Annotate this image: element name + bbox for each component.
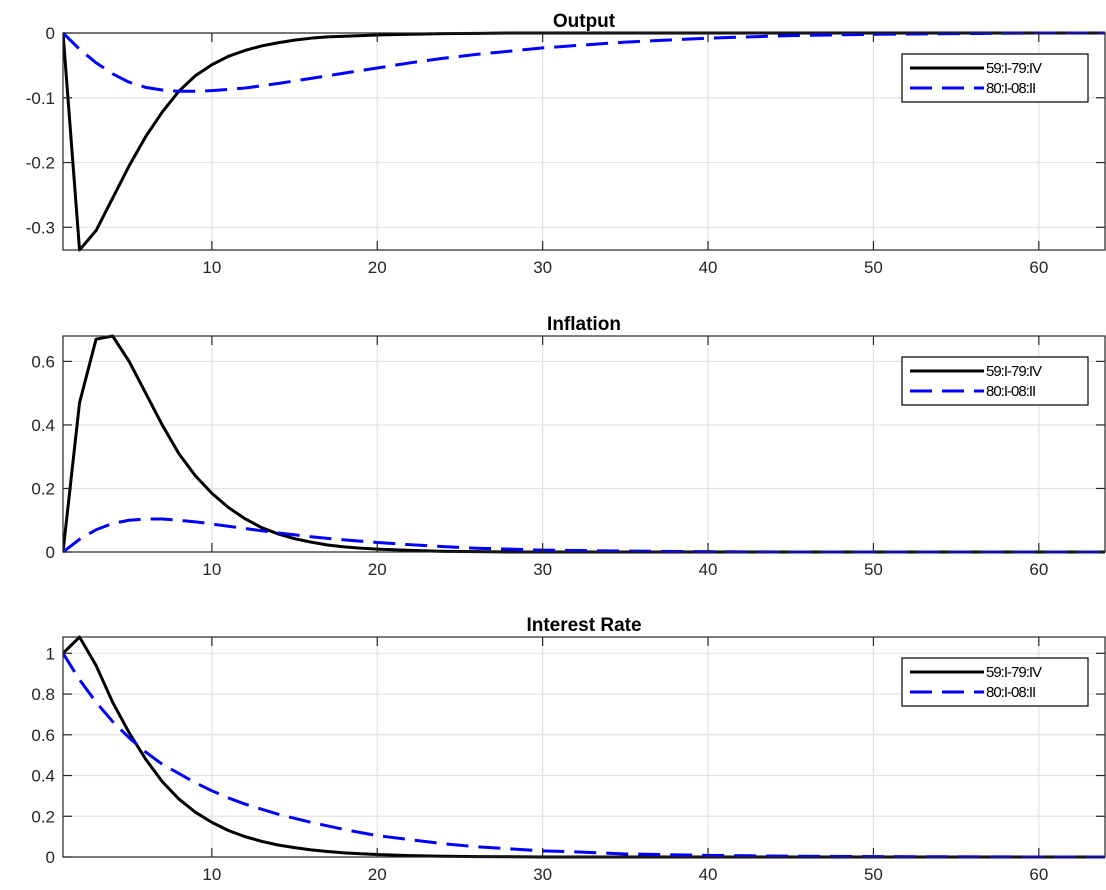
x-tick-label: 50: [864, 560, 883, 579]
y-tick-label: 0.4: [31, 767, 55, 786]
chart-title: Interest Rate: [526, 615, 641, 636]
x-tick-label: 60: [1029, 865, 1048, 884]
y-tick-label: 1: [46, 644, 55, 663]
legend: 59:I-79:IV 80:I-08:II: [901, 53, 1089, 103]
x-tick-label: 40: [699, 865, 718, 884]
y-tick-label: 0: [46, 543, 55, 562]
y-tick-label: 0.6: [31, 726, 55, 745]
x-tick-label: 40: [699, 258, 718, 277]
x-tick-label: 50: [864, 865, 883, 884]
x-tick-label: 60: [1029, 258, 1048, 277]
legend: 59:I-79:IV 80:I-08:II: [901, 657, 1089, 707]
legend-box: [901, 657, 1089, 707]
legend-label: 59:I-79:IV: [986, 664, 1042, 681]
legend-label: 59:I-79:IV: [986, 363, 1042, 380]
x-tick-label: 30: [533, 258, 552, 277]
x-tick-label: 20: [368, 865, 387, 884]
legend-label: 80:I-08:II: [986, 383, 1035, 400]
axes-box: [62, 636, 1106, 858]
chart-panel-2: 10 20 30 40 50 60 0 0.2 0.4 0.6 Inflation 59:I-79:I…: [31, 314, 1106, 579]
legend-box: [901, 356, 1089, 406]
y-tick-label: -0.1: [26, 89, 55, 108]
y-tick-label: 0.2: [31, 479, 55, 498]
legend-box: [901, 53, 1089, 103]
x-tick-label: 40: [699, 560, 718, 579]
x-tick-label: 30: [533, 865, 552, 884]
legend-label: 59:I-79:IV: [986, 60, 1042, 77]
x-tick-label: 20: [368, 258, 387, 277]
legend-label: 80:I-08:II: [986, 684, 1035, 701]
axes-box: [62, 32, 1106, 251]
chart-title: Inflation: [547, 314, 621, 335]
x-tick-label: 30: [533, 560, 552, 579]
chart-title: Output: [553, 11, 616, 32]
y-tick-label: 0.8: [31, 685, 55, 704]
y-tick-label: 0.4: [31, 416, 55, 435]
y-tick-label: -0.3: [26, 218, 55, 237]
y-tick-label: 0.2: [31, 807, 55, 826]
x-tick-label: 50: [864, 258, 883, 277]
y-tick-label: -0.2: [26, 154, 55, 173]
y-tick-label: 0: [46, 24, 55, 43]
x-tick-label: 10: [202, 560, 221, 579]
axes-box: [62, 335, 1106, 553]
x-tick-label: 10: [202, 258, 221, 277]
legend-label: 80:I-08:II: [986, 80, 1035, 97]
x-tick-label: 10: [202, 865, 221, 884]
y-tick-label: 0: [46, 848, 55, 867]
chart-panel-1: 10 20 30 40 50 60 -0.3 -0.2 -0.1 0 Output 59:I-79:I…: [26, 11, 1106, 277]
chart-panel-3: 10 20 30 40 50 60 0 0.2 0.4 0.6 0.8 1 Interest Rate 5…: [31, 615, 1106, 884]
x-tick-label: 60: [1029, 560, 1048, 579]
series-line-80-08: [63, 652, 1105, 859]
series-line-80-08: [63, 31, 1105, 93]
y-tick-label: 0.6: [31, 352, 55, 371]
x-tick-label: 20: [368, 560, 387, 579]
legend: 59:I-79:IV 80:I-08:II: [901, 356, 1089, 406]
